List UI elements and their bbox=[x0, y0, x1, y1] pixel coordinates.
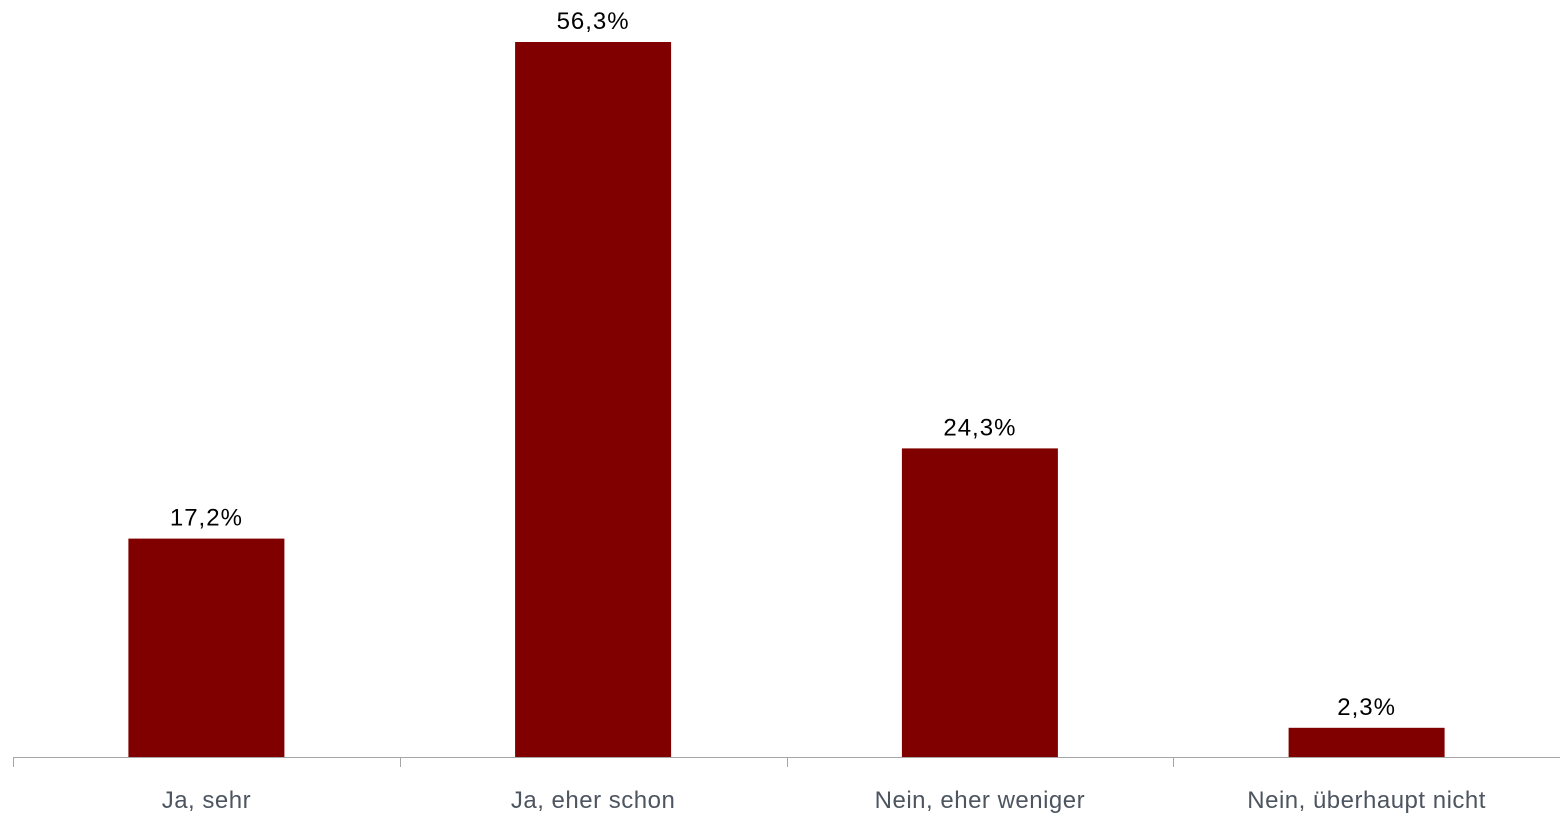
data-label-2: 24,3% bbox=[943, 414, 1016, 441]
data-label-1: 56,3% bbox=[557, 8, 630, 35]
bar-0 bbox=[128, 538, 285, 757]
category-label-1: Ja, eher schon bbox=[511, 787, 675, 814]
bar-2 bbox=[901, 448, 1058, 757]
bar-1 bbox=[515, 42, 672, 757]
x-axis-ticks-group bbox=[13, 757, 1174, 767]
category-label-3: Nein, überhaupt nicht bbox=[1247, 787, 1486, 814]
data-label-0: 17,2% bbox=[170, 505, 243, 532]
bars-group bbox=[128, 42, 1445, 757]
category-label-2: Nein, eher weniger bbox=[875, 787, 1085, 814]
category-label-0: Ja, sehr bbox=[162, 787, 251, 814]
data-labels-group: 17,2% 56,3% 24,3% 2,3% bbox=[170, 8, 1396, 721]
bar-3 bbox=[1288, 727, 1445, 757]
category-labels-group: Ja, sehr Ja, eher schon Nein, eher weniger… bbox=[162, 787, 1486, 814]
data-label-3: 2,3% bbox=[1337, 694, 1396, 721]
